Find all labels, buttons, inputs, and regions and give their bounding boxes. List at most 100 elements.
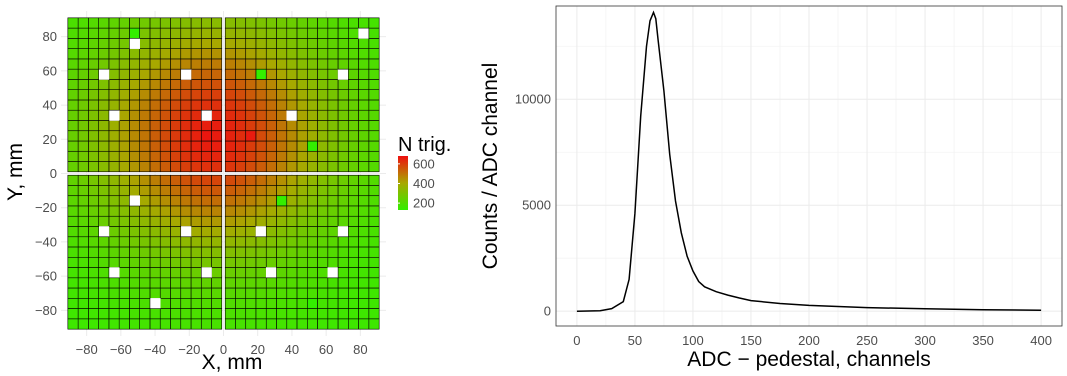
heatmap-cell bbox=[139, 161, 151, 173]
heatmap-cell bbox=[358, 140, 370, 152]
heatmap-cell bbox=[358, 257, 370, 268]
heatmap-cell bbox=[358, 68, 370, 80]
heatmap-cell bbox=[190, 185, 202, 197]
spectrum-x-tick-label: 100 bbox=[682, 333, 704, 348]
heatmap-cell bbox=[368, 246, 380, 258]
heatmap-cell bbox=[307, 109, 318, 121]
heatmap-cell bbox=[255, 140, 267, 152]
heatmap-cell bbox=[170, 257, 182, 268]
heatmap-cell bbox=[358, 89, 370, 101]
heatmap-cell bbox=[159, 257, 171, 268]
heatmap-cell bbox=[67, 120, 79, 132]
heatmap-cell bbox=[108, 150, 120, 162]
heatmap-cell bbox=[358, 267, 370, 279]
heatmap-cell bbox=[118, 185, 130, 197]
heatmap-cell bbox=[149, 236, 161, 248]
heatmap-cell bbox=[317, 287, 329, 299]
heatmap-cell bbox=[118, 277, 130, 289]
heatmap-cell bbox=[211, 27, 223, 39]
heatmap-cell bbox=[67, 161, 79, 173]
heatmap-cell bbox=[67, 48, 79, 60]
heatmap-cell bbox=[200, 308, 212, 320]
heatmap-cell bbox=[348, 99, 359, 111]
heatmap-cell bbox=[170, 195, 182, 207]
heatmap-cell bbox=[118, 120, 130, 132]
heatmap-cell bbox=[265, 205, 277, 217]
heatmap-cell bbox=[307, 38, 318, 49]
heatmap-cell bbox=[149, 38, 161, 49]
heatmap-cell bbox=[358, 318, 370, 330]
heatmap-cell bbox=[276, 48, 288, 60]
heatmap-cell bbox=[286, 99, 298, 111]
heatmap-cell bbox=[139, 99, 151, 111]
heatmap-cell bbox=[235, 205, 247, 217]
heatmap-cell bbox=[296, 58, 308, 70]
heatmap-cell bbox=[77, 267, 89, 279]
heatmap-cell bbox=[67, 226, 79, 238]
heatmap-cell bbox=[348, 246, 359, 258]
heatmap-cell bbox=[190, 308, 202, 320]
heatmap-cell bbox=[108, 318, 120, 330]
heatmap-cell bbox=[170, 120, 182, 132]
heatmap-x-tick-label: −20 bbox=[178, 342, 200, 357]
heatmap-cell bbox=[245, 120, 257, 132]
spectrum-x-tick-label: 50 bbox=[628, 333, 642, 348]
heatmap-cell bbox=[211, 17, 223, 29]
heatmap-cell bbox=[77, 99, 89, 111]
heatmap-cell bbox=[129, 246, 140, 258]
colorbar-tick-label: 600 bbox=[413, 156, 435, 171]
heatmap-cell bbox=[118, 287, 130, 299]
heatmap-cell bbox=[348, 298, 359, 309]
heatmap-cell bbox=[108, 17, 120, 29]
heatmap-cell bbox=[67, 215, 79, 227]
heatmap-cell bbox=[67, 308, 79, 320]
heatmap-cell bbox=[286, 287, 298, 299]
heatmap-cell bbox=[170, 226, 182, 238]
heatmap-cell bbox=[139, 27, 151, 39]
heatmap-cell bbox=[368, 298, 380, 309]
heatmap-cell bbox=[276, 109, 288, 121]
heatmap-cell bbox=[286, 38, 298, 49]
heatmap-cell bbox=[108, 308, 120, 320]
heatmap-cell bbox=[224, 246, 236, 258]
heatmap-cell bbox=[224, 308, 236, 320]
heatmap-cell bbox=[235, 318, 247, 330]
heatmap-cell bbox=[245, 58, 257, 70]
heatmap-cell bbox=[180, 150, 192, 162]
heatmap-cell bbox=[255, 318, 267, 330]
heatmap-cell bbox=[108, 120, 120, 132]
heatmap-cell bbox=[265, 185, 277, 197]
heatmap-cell bbox=[108, 195, 120, 207]
heatmap-cell bbox=[276, 215, 288, 227]
heatmap-y-tick-label: 20 bbox=[43, 132, 57, 147]
heatmap-cell bbox=[139, 205, 151, 217]
heatmap-cell bbox=[224, 17, 236, 29]
heatmap-cell bbox=[368, 277, 380, 289]
heatmap-cell bbox=[235, 27, 247, 39]
heatmap-cell bbox=[317, 185, 329, 197]
heatmap-cell bbox=[224, 277, 236, 289]
heatmap-cell bbox=[170, 140, 182, 152]
heatmap-cell bbox=[190, 109, 202, 121]
heatmap-cell bbox=[265, 38, 277, 49]
heatmap-cell bbox=[170, 287, 182, 299]
heatmap-cell bbox=[159, 215, 171, 227]
heatmap-cell bbox=[358, 130, 370, 142]
heatmap-cell-empty bbox=[200, 109, 212, 121]
heatmap-cell bbox=[317, 150, 329, 162]
heatmap-cell bbox=[265, 161, 277, 173]
colorbar-tick-label: 400 bbox=[413, 176, 435, 191]
heatmap-cell bbox=[118, 298, 130, 309]
heatmap-cell bbox=[77, 120, 89, 132]
heatmap-cell bbox=[317, 215, 329, 227]
heatmap-cell bbox=[348, 109, 359, 121]
heatmap-cell bbox=[88, 318, 99, 330]
heatmap-cell bbox=[255, 99, 267, 111]
heatmap-cell bbox=[139, 318, 151, 330]
heatmap-cell bbox=[170, 48, 182, 60]
heatmap-x-tick-label: 40 bbox=[285, 342, 299, 357]
heatmap-cell bbox=[200, 185, 212, 197]
heatmap-cell bbox=[118, 27, 130, 39]
heatmap-cell bbox=[118, 48, 130, 60]
heatmap-cell bbox=[276, 267, 288, 279]
